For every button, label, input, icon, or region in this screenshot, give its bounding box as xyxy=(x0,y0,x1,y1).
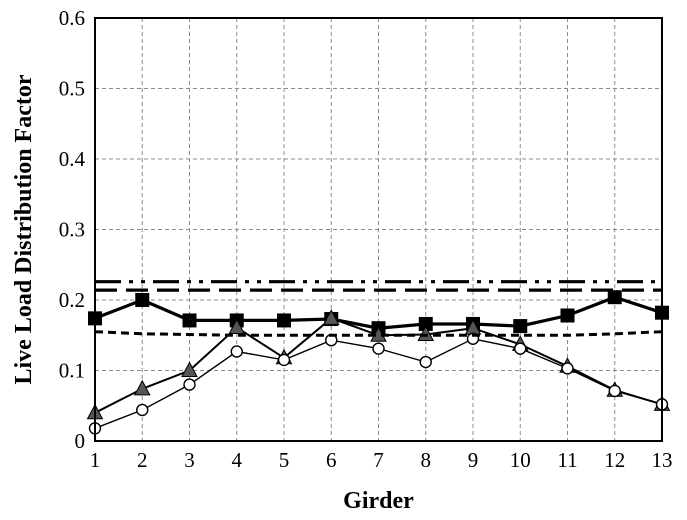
data-point-triangle xyxy=(417,325,435,342)
data-point-triangle xyxy=(322,309,340,325)
data-point-circle xyxy=(230,345,243,358)
data-point-square xyxy=(277,313,291,328)
data-point-square xyxy=(560,308,575,323)
x-tick-label: 13 xyxy=(652,448,673,472)
y-axis-title: Live Load Distribution Factor xyxy=(11,74,37,384)
y-tick-label: 0.3 xyxy=(59,218,85,242)
data-point-square xyxy=(182,313,197,328)
data-point-triangle xyxy=(133,379,151,396)
grid xyxy=(95,18,662,441)
x-tick-label: 11 xyxy=(557,448,577,472)
x-tick-label: 1 xyxy=(90,448,101,472)
x-tick-label: 5 xyxy=(279,448,290,472)
x-tick-label: 8 xyxy=(421,448,432,472)
x-tick-label: 4 xyxy=(232,448,243,472)
y-tick-label: 0.2 xyxy=(59,288,85,312)
data-point-circle xyxy=(136,403,149,417)
x-tick-label: 7 xyxy=(373,448,384,472)
data-point-square xyxy=(513,319,528,334)
series-line-4 xyxy=(94,330,663,337)
tick-labels: 00.10.20.30.40.50.61 2 3 4 5 6 7 8 9 10 11 12 13 xyxy=(59,6,673,472)
x-tick-label: 2 xyxy=(137,448,148,472)
x-tick-label: 10 xyxy=(510,448,531,472)
data-point-circle xyxy=(561,362,574,375)
y-tick-label: 0 xyxy=(75,429,86,453)
data-point-square xyxy=(135,293,150,307)
data-point-square xyxy=(418,316,433,331)
data-point-triangle xyxy=(181,361,198,377)
data-point-circle xyxy=(277,353,291,367)
y-tick-label: 0.6 xyxy=(59,6,85,30)
y-tick-label: 0.4 xyxy=(59,147,86,171)
plot-frame xyxy=(94,17,663,442)
y-tick-label: 0.1 xyxy=(59,359,85,383)
x-tick-label: 9 xyxy=(468,448,479,472)
data-point-circle xyxy=(183,378,196,391)
y-tick-label: 0.5 xyxy=(59,77,85,101)
data-point-circle xyxy=(419,355,432,369)
series-group xyxy=(86,280,671,435)
x-tick-label: 3 xyxy=(184,448,195,472)
x-tick-label: 12 xyxy=(604,448,625,472)
x-axis-title: Girder xyxy=(343,488,414,514)
data-point-triangle xyxy=(228,318,246,334)
x-tick-label: 6 xyxy=(326,448,337,472)
data-point-square xyxy=(607,290,622,305)
data-point-circle xyxy=(608,384,621,398)
data-point-circle xyxy=(514,342,527,355)
data-point-circle xyxy=(372,342,385,355)
